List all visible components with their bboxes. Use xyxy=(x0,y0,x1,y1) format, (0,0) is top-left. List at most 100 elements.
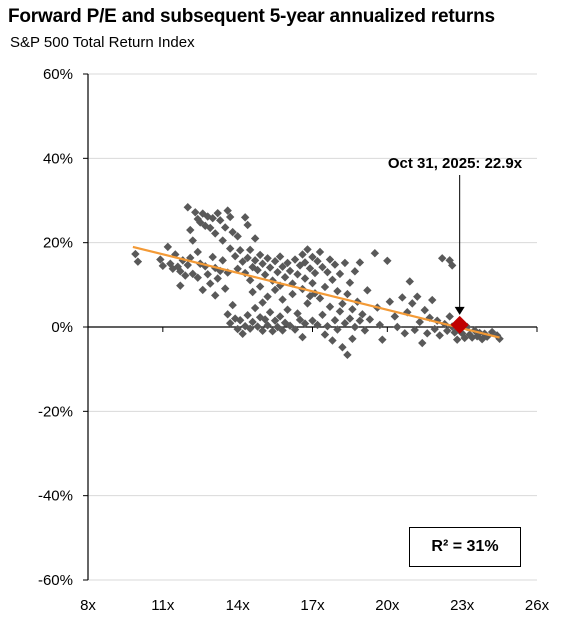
data-point xyxy=(278,295,287,304)
gridlines xyxy=(88,73,537,581)
data-point xyxy=(335,269,345,279)
data-point xyxy=(295,315,305,325)
data-point xyxy=(375,320,385,330)
data-point xyxy=(186,225,195,235)
data-point xyxy=(308,252,317,262)
data-point xyxy=(211,291,220,300)
data-point xyxy=(188,269,197,279)
data-point xyxy=(228,227,237,237)
data-point xyxy=(163,242,173,252)
data-point xyxy=(196,218,205,227)
x-tick-label: 14x xyxy=(226,597,251,614)
data-point xyxy=(335,307,345,316)
data-point xyxy=(318,262,327,272)
data-point xyxy=(310,268,320,278)
data-point xyxy=(348,334,357,344)
x-tick-label: 23x xyxy=(450,597,475,614)
data-points xyxy=(131,203,504,360)
data-point xyxy=(378,335,387,344)
r-squared-box: R² = 31% xyxy=(409,527,521,567)
data-point xyxy=(206,223,215,233)
data-point xyxy=(265,308,275,317)
data-point xyxy=(398,293,407,302)
data-point xyxy=(318,310,327,319)
data-point xyxy=(220,223,230,232)
data-point xyxy=(263,254,272,263)
data-point xyxy=(225,319,235,328)
data-point xyxy=(348,305,357,314)
data-point xyxy=(315,294,325,303)
data-point xyxy=(235,246,245,255)
data-point xyxy=(245,324,255,333)
data-point xyxy=(285,266,295,276)
data-point xyxy=(228,300,237,310)
data-point xyxy=(206,279,215,288)
data-point xyxy=(300,274,310,283)
data-point xyxy=(303,299,312,308)
data-point xyxy=(405,277,414,286)
data-point xyxy=(360,326,370,335)
data-point xyxy=(303,245,312,254)
data-point xyxy=(250,303,260,313)
annotation-layer: Oct 31, 2025: 22.9x xyxy=(388,155,523,315)
data-point xyxy=(410,325,419,335)
x-tick-label: 8x xyxy=(80,597,96,614)
y-tick-label: 0% xyxy=(51,319,73,336)
data-point xyxy=(193,273,202,282)
data-point xyxy=(213,208,222,218)
data-point xyxy=(420,305,429,315)
data-point xyxy=(208,252,217,262)
data-point xyxy=(270,257,280,266)
data-point xyxy=(270,285,280,295)
data-point xyxy=(418,338,427,348)
data-point xyxy=(188,236,197,245)
current-valuation-marker xyxy=(450,315,469,334)
y-tick-label: -40% xyxy=(38,488,73,505)
x-tick-label: 26x xyxy=(525,597,550,614)
data-point xyxy=(305,264,315,273)
data-point xyxy=(345,314,355,323)
chart-title: Forward P/E and subsequent 5-year annual… xyxy=(8,6,495,27)
data-point xyxy=(201,262,210,271)
x-tick-label: 20x xyxy=(375,597,400,614)
data-point xyxy=(383,256,392,265)
data-point xyxy=(355,258,365,267)
data-point xyxy=(350,267,360,276)
data-point xyxy=(176,281,185,290)
data-point xyxy=(370,249,380,258)
data-point xyxy=(338,343,347,352)
data-point xyxy=(325,302,335,311)
y-tick-label: 60% xyxy=(43,66,73,83)
data-point xyxy=(338,299,347,309)
data-point xyxy=(333,325,342,334)
data-point xyxy=(340,258,350,268)
data-point xyxy=(293,309,302,318)
data-point xyxy=(275,312,285,321)
data-point xyxy=(131,249,140,259)
data-point xyxy=(408,299,417,308)
data-point xyxy=(230,251,240,261)
data-point xyxy=(308,278,317,288)
data-point xyxy=(181,271,190,280)
data-point xyxy=(315,247,325,257)
data-point xyxy=(390,312,400,321)
data-point xyxy=(250,234,260,243)
data-point xyxy=(233,232,242,241)
data-point xyxy=(300,258,310,267)
data-point xyxy=(290,255,300,264)
data-point xyxy=(220,284,230,293)
y-tick-label: -20% xyxy=(38,403,73,420)
data-point xyxy=(413,292,422,301)
y-tick-label: -60% xyxy=(38,572,73,589)
data-point xyxy=(233,324,242,334)
data-point xyxy=(258,259,267,268)
data-point xyxy=(400,329,409,338)
data-point xyxy=(330,260,340,269)
data-point xyxy=(363,286,372,295)
data-point xyxy=(323,321,332,331)
data-point xyxy=(270,316,280,325)
annotation-arrow-head xyxy=(454,306,465,315)
data-point xyxy=(191,208,200,217)
data-point xyxy=(156,255,165,264)
